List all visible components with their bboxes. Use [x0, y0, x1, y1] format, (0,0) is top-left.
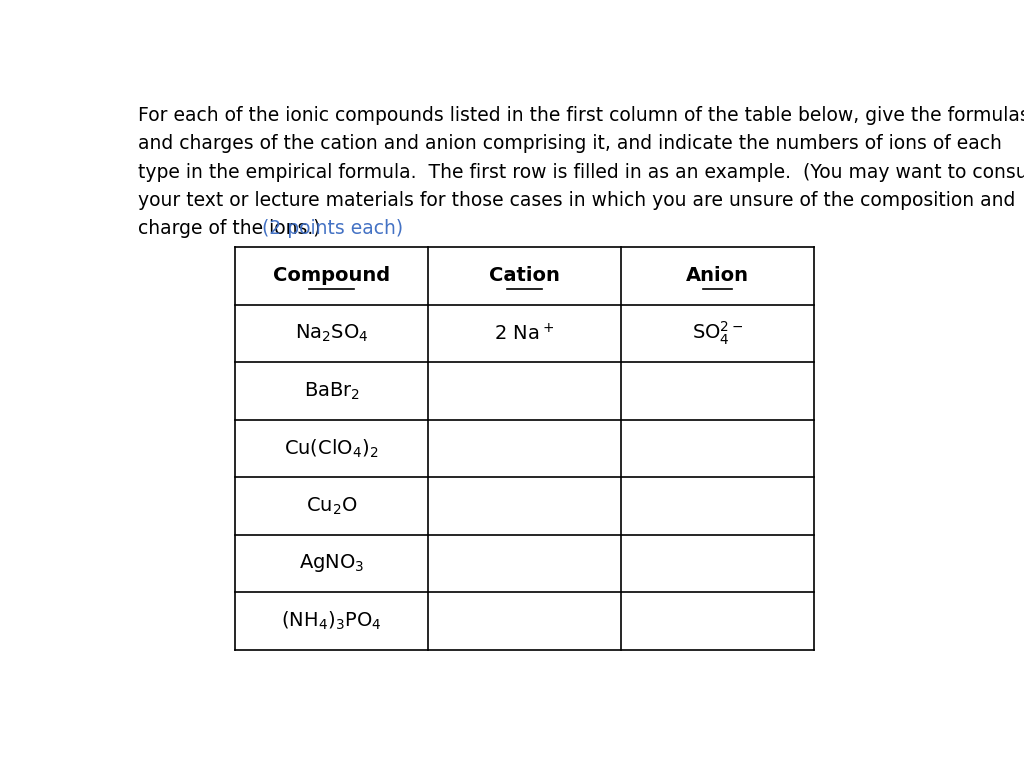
Text: Cation: Cation	[489, 266, 560, 285]
Text: $\mathregular{(NH_4)_3PO_4}$: $\mathregular{(NH_4)_3PO_4}$	[282, 610, 382, 632]
Text: (2 points each): (2 points each)	[262, 219, 403, 238]
Text: type in the empirical formula.  The first row is filled in as an example.  (You : type in the empirical formula. The first…	[137, 163, 1024, 182]
Text: charge of the ions.): charge of the ions.)	[137, 219, 326, 238]
Text: Anion: Anion	[686, 266, 750, 285]
Text: $\mathregular{AgNO_3}$: $\mathregular{AgNO_3}$	[299, 552, 365, 575]
Text: Compound: Compound	[273, 266, 390, 285]
Text: For each of the ionic compounds listed in the first column of the table below, g: For each of the ionic compounds listed i…	[137, 106, 1024, 125]
Text: $\mathregular{Cu(ClO_4)_2}$: $\mathregular{Cu(ClO_4)_2}$	[285, 437, 379, 459]
Text: your text or lecture materials for those cases in which you are unsure of the co: your text or lecture materials for those…	[137, 191, 1015, 210]
Text: $\mathregular{Cu_2O}$: $\mathregular{Cu_2O}$	[306, 495, 357, 517]
Text: $\mathregular{BaBr_2}$: $\mathregular{BaBr_2}$	[303, 380, 359, 401]
Text: $\mathregular{SO_4^{2-}}$: $\mathregular{SO_4^{2-}}$	[692, 320, 743, 347]
Text: and charges of the cation and anion comprising it, and indicate the numbers of i: and charges of the cation and anion comp…	[137, 134, 1001, 153]
Text: $\mathregular{2\ Na^+}$: $\mathregular{2\ Na^+}$	[495, 323, 555, 344]
Text: $\mathregular{Na_2SO_4}$: $\mathregular{Na_2SO_4}$	[295, 323, 369, 344]
